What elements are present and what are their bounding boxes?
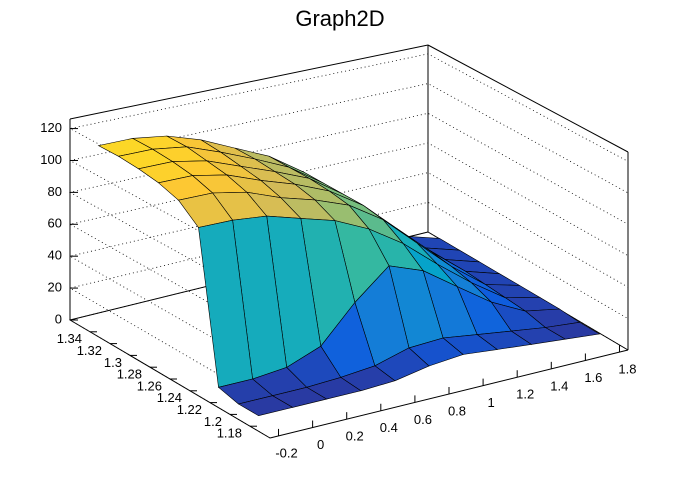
x-tick-label: 0.8 xyxy=(448,403,466,418)
surface-cell xyxy=(237,395,294,417)
y-tick-label: 1.24 xyxy=(157,390,182,405)
x-tick-label: 1.4 xyxy=(550,378,568,393)
x-tick-label: 1.8 xyxy=(618,362,636,377)
box-edge xyxy=(69,44,429,120)
x-tick-label: 0 xyxy=(317,437,324,452)
y-tick-label: 1.26 xyxy=(137,378,162,393)
x-tick-label: 0.2 xyxy=(346,429,364,444)
y-tick-label: 1.28 xyxy=(117,367,142,382)
y-tick-label: 1.22 xyxy=(177,402,202,417)
z-tick-label: 40 xyxy=(48,248,62,263)
x-tick-label: 1 xyxy=(487,395,494,410)
z-tick-label: 120 xyxy=(40,120,62,135)
chart-title: Graph2D xyxy=(295,6,384,31)
y-tick-label: 1.3 xyxy=(104,355,122,370)
x-tick-label: 0.4 xyxy=(380,420,398,435)
x-tick-label: -0.2 xyxy=(275,445,297,460)
z-tick-label: 0 xyxy=(55,311,62,326)
z-tick-label: 100 xyxy=(40,152,62,167)
y-tick-label: 1.18 xyxy=(217,426,242,441)
y-tick-label: 1.32 xyxy=(77,343,102,358)
z-tick-label: 80 xyxy=(48,184,62,199)
x-tick-label: 1.6 xyxy=(584,370,602,385)
x-tick-label: 0.6 xyxy=(414,412,432,427)
x-tick-label: 1.2 xyxy=(516,387,534,402)
z-tick-label: 60 xyxy=(48,216,62,231)
y-tick-label: 1.34 xyxy=(57,331,82,346)
y-tick-label: 1.2 xyxy=(204,414,222,429)
z-tick-label: 20 xyxy=(48,280,62,295)
box-edge xyxy=(427,44,629,153)
